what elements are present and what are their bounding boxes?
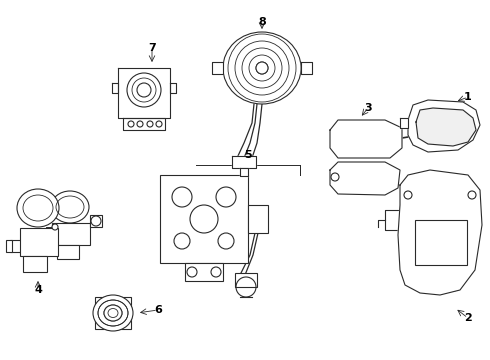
Circle shape [468, 191, 476, 199]
Bar [95, 297, 131, 329]
Ellipse shape [104, 305, 122, 321]
Bar [6, 240, 12, 252]
Polygon shape [408, 100, 480, 152]
Polygon shape [330, 120, 402, 158]
Circle shape [127, 73, 161, 107]
Polygon shape [170, 83, 176, 93]
Circle shape [147, 121, 153, 127]
Ellipse shape [93, 295, 133, 331]
Polygon shape [400, 118, 408, 128]
Circle shape [256, 62, 268, 74]
Circle shape [128, 121, 134, 127]
Text: 8: 8 [258, 17, 266, 27]
Circle shape [156, 121, 162, 127]
Bar [185, 263, 223, 281]
Ellipse shape [223, 32, 301, 104]
Circle shape [187, 267, 197, 277]
Circle shape [216, 187, 236, 207]
Bar [20, 228, 58, 256]
Circle shape [331, 173, 339, 181]
Text: 4: 4 [34, 285, 42, 295]
Bar [23, 256, 47, 272]
Text: 1: 1 [464, 92, 472, 102]
Polygon shape [118, 68, 170, 118]
Bar [160, 175, 248, 263]
Bar [415, 220, 467, 265]
Polygon shape [212, 62, 223, 74]
Bar [57, 245, 79, 259]
Bar [235, 273, 257, 287]
Circle shape [52, 224, 58, 230]
Circle shape [404, 191, 412, 199]
Polygon shape [416, 108, 476, 146]
Text: 5: 5 [244, 150, 252, 160]
Ellipse shape [51, 191, 89, 223]
Polygon shape [232, 156, 256, 168]
Text: 6: 6 [154, 305, 162, 315]
Circle shape [137, 83, 151, 97]
Polygon shape [301, 62, 312, 74]
Polygon shape [112, 83, 118, 93]
Polygon shape [398, 170, 482, 295]
Polygon shape [330, 162, 400, 195]
Bar [90, 215, 102, 227]
Circle shape [137, 121, 143, 127]
Text: 2: 2 [464, 313, 472, 323]
Text: 3: 3 [364, 103, 372, 113]
Circle shape [218, 233, 234, 249]
Bar [52, 223, 90, 245]
Circle shape [174, 233, 190, 249]
Text: 7: 7 [148, 43, 156, 53]
Circle shape [172, 187, 192, 207]
Bar [248, 205, 268, 233]
Circle shape [91, 216, 101, 226]
Circle shape [190, 205, 218, 233]
Ellipse shape [17, 189, 59, 227]
Circle shape [211, 267, 221, 277]
Polygon shape [123, 118, 165, 130]
Polygon shape [240, 168, 248, 176]
